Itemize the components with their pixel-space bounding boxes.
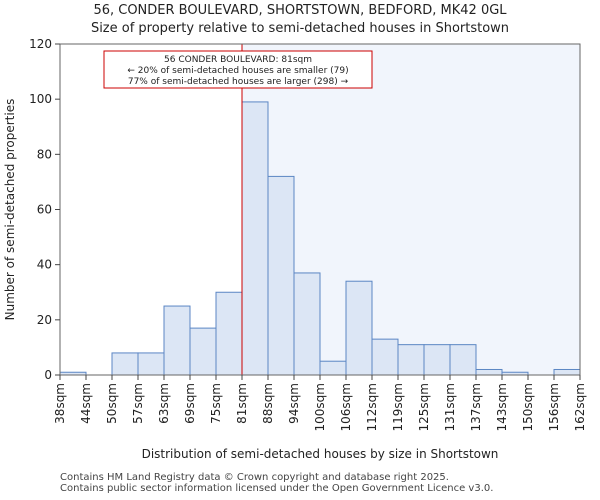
x-tick-label: 94sqm xyxy=(287,383,301,424)
annotation-border xyxy=(103,50,373,89)
bar-63sqm xyxy=(163,305,191,376)
y-tick-label: 0 xyxy=(44,368,52,382)
x-tick-label: 156sqm xyxy=(547,383,561,431)
bar-94sqm xyxy=(293,272,321,376)
chart-title-block: 56, CONDER BOULEVARD, SHORTSTOWN, BEDFOR… xyxy=(0,2,600,38)
bar-88sqm xyxy=(267,175,295,376)
x-tick-label: 38sqm xyxy=(53,383,67,424)
x-tick-label: 150sqm xyxy=(521,383,535,431)
x-tick-label: 112sqm xyxy=(365,383,379,431)
bar-119sqm xyxy=(397,344,425,376)
bar-131sqm xyxy=(449,344,477,376)
x-tick-label: 119sqm xyxy=(391,383,405,431)
y-axis-label: Number of semi-detached properties xyxy=(3,99,17,321)
x-tick-label: 131sqm xyxy=(443,383,457,431)
bar-69sqm xyxy=(189,327,217,376)
x-tick-label: 57sqm xyxy=(131,383,145,424)
bar-106sqm xyxy=(345,280,373,376)
bar-81sqm xyxy=(241,101,269,376)
y-tick-label: 120 xyxy=(29,37,52,51)
x-axis-label: Distribution of semi-detached houses by … xyxy=(142,447,499,461)
y-ticks: 0 20 40 60 80 100 120 xyxy=(29,37,60,382)
x-tick-label: 81sqm xyxy=(235,383,249,424)
bar-137sqm xyxy=(475,368,503,376)
footer: Contains HM Land Registry data © Crown c… xyxy=(60,472,493,494)
annotation-box: 56 CONDER BOULEVARD: 81sqm ← 20% of semi… xyxy=(103,50,373,89)
x-tick-label: 125sqm xyxy=(417,383,431,431)
footer-line-1: Contains HM Land Registry data © Crown c… xyxy=(60,472,449,483)
x-tick-label: 106sqm xyxy=(339,383,353,431)
annotation-line-2: ← 20% of semi-detached houses are smalle… xyxy=(127,66,348,76)
x-tick-label: 137sqm xyxy=(469,383,483,431)
y-tick-label: 80 xyxy=(37,147,52,161)
x-tick-label: 100sqm xyxy=(313,383,327,431)
annotation-line-3: 77% of semi-detached houses are larger (… xyxy=(128,77,349,87)
x-tick-label: 162sqm xyxy=(573,383,587,431)
x-ticks: 38sqm 44sqm 50sqm 57sqm 63sqm 69sqm 75sqm 81sqm… xyxy=(53,375,587,431)
chart-subtitle: Size of property relative to semi-detach… xyxy=(90,21,510,36)
bar-156sqm xyxy=(553,368,581,376)
footer-line-2: Contains public sector information licen… xyxy=(60,483,494,494)
y-tick-label: 40 xyxy=(37,258,52,272)
annotation-line-1: 56 CONDER BOULEVARD: 81sqm xyxy=(164,55,312,65)
y-tick-label: 60 xyxy=(37,203,52,217)
bars-layer xyxy=(59,101,581,376)
bar-125sqm xyxy=(423,344,451,376)
bar-100sqm xyxy=(319,360,347,376)
x-tick-label: 63sqm xyxy=(157,383,171,424)
bar-57sqm xyxy=(137,352,165,376)
bar-112sqm xyxy=(371,338,399,376)
x-tick-label: 143sqm xyxy=(495,383,509,431)
x-tick-label: 75sqm xyxy=(209,383,223,424)
x-tick-label: 88sqm xyxy=(261,383,275,424)
chart-title: 56, CONDER BOULEVARD, SHORTSTOWN, BEDFOR… xyxy=(93,3,507,18)
y-tick-label: 20 xyxy=(37,313,52,327)
x-tick-label: 50sqm xyxy=(105,383,119,424)
x-tick-label: 69sqm xyxy=(183,383,197,424)
y-tick-label: 100 xyxy=(29,92,52,106)
bar-75sqm xyxy=(215,291,243,376)
bar-50sqm xyxy=(111,352,139,376)
x-tick-label: 44sqm xyxy=(79,383,93,424)
